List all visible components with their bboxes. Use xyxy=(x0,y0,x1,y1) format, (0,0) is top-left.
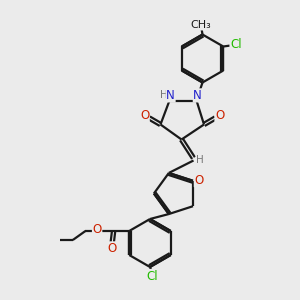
Text: O: O xyxy=(92,223,102,236)
Text: O: O xyxy=(194,174,204,187)
Text: H: H xyxy=(160,90,168,100)
Text: O: O xyxy=(107,242,116,255)
Text: CH₃: CH₃ xyxy=(190,20,212,30)
Text: N: N xyxy=(193,89,202,102)
Text: H: H xyxy=(196,155,204,165)
Text: Cl: Cl xyxy=(230,38,242,52)
Text: O: O xyxy=(140,109,149,122)
Text: N: N xyxy=(166,89,175,102)
Text: Cl: Cl xyxy=(147,269,158,283)
Text: O: O xyxy=(215,109,224,122)
